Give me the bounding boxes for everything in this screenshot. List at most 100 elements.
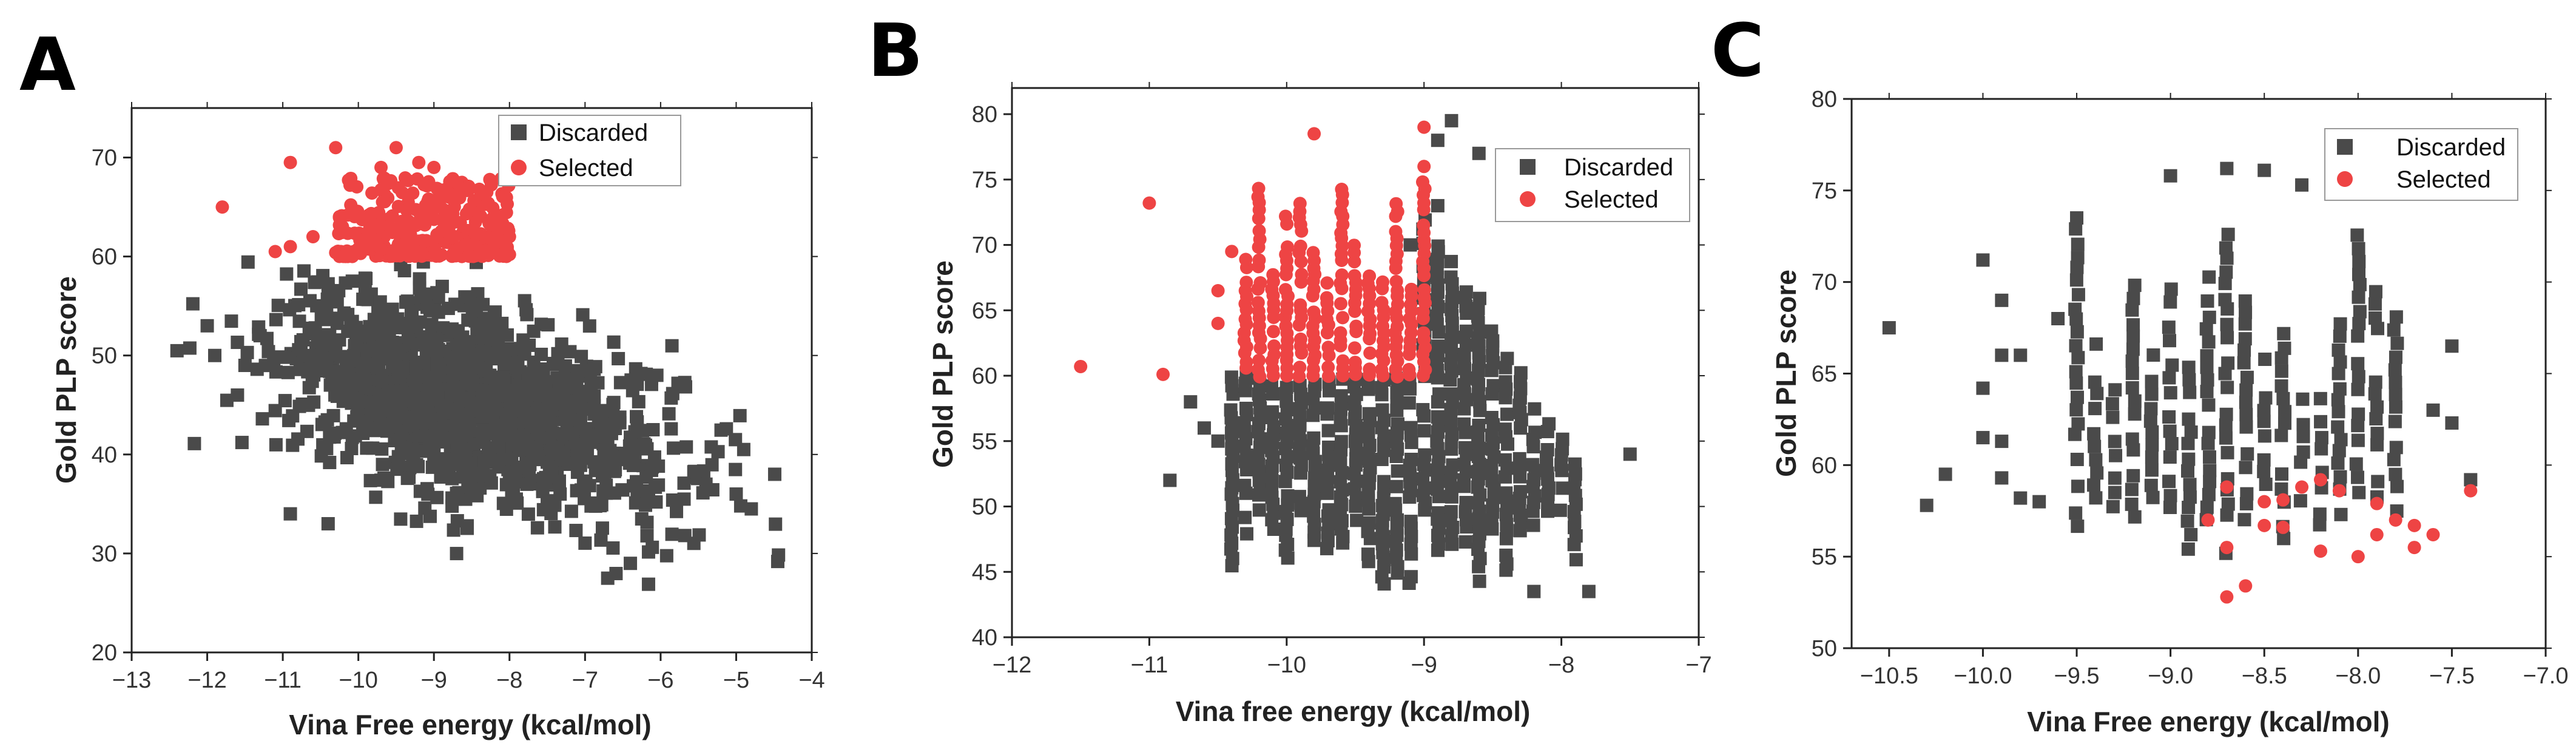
discarded-point — [2388, 363, 2402, 377]
discarded-point — [288, 299, 302, 313]
discarded-point — [187, 436, 201, 450]
discarded-point — [386, 384, 400, 398]
panel-c-legend-discarded-marker — [2337, 139, 2353, 155]
discarded-point — [305, 374, 319, 388]
discarded-point — [1498, 422, 1512, 436]
discarded-point — [302, 321, 316, 335]
discarded-point — [677, 476, 691, 490]
discarded-point — [2237, 343, 2251, 357]
discarded-point — [2333, 382, 2347, 396]
selected-point — [364, 206, 378, 220]
selected-point — [1335, 182, 1349, 196]
selected-point — [486, 211, 500, 225]
discarded-point — [405, 319, 419, 333]
discarded-point — [2333, 355, 2347, 369]
discarded-point — [2183, 490, 2197, 504]
discarded-point — [402, 336, 416, 350]
selected-point — [419, 234, 433, 248]
selected-point — [461, 223, 475, 237]
selected-point — [2239, 579, 2253, 593]
discarded-point — [2296, 418, 2310, 432]
discarded-point — [2014, 491, 2028, 505]
discarded-point — [652, 459, 666, 473]
discarded-point — [391, 364, 405, 378]
discarded-point — [2165, 358, 2179, 372]
discarded-point — [220, 393, 234, 407]
discarded-point — [235, 436, 249, 450]
discarded-point — [1514, 366, 1528, 380]
panel-c: C −10.5 −10.0 −9.5 −9.0 −8.5 −8.0 −7.5 −7.0 50 55… — [1711, 9, 2569, 737]
discarded-point — [2277, 532, 2291, 546]
discarded-point — [2182, 373, 2196, 387]
selected-point — [1295, 268, 1309, 282]
selected-point — [480, 185, 494, 199]
selected-point — [1363, 346, 1377, 360]
discarded-point — [1920, 498, 1934, 512]
discarded-point — [413, 484, 427, 498]
discarded-point — [1623, 447, 1637, 461]
discarded-point — [1459, 285, 1473, 299]
discarded-point — [2274, 482, 2288, 496]
selected-point — [1239, 252, 1253, 266]
selected-point — [380, 177, 394, 191]
discarded-point — [2145, 425, 2159, 439]
x-tick-label: −11 — [264, 668, 302, 693]
discarded-point — [573, 413, 587, 427]
selected-point — [2370, 496, 2384, 510]
discarded-point — [314, 449, 328, 463]
discarded-point — [2090, 387, 2104, 401]
discarded-point — [360, 344, 374, 357]
selected-point — [1251, 296, 1265, 310]
x-tick-label: −6 — [647, 668, 673, 693]
discarded-point — [2108, 471, 2122, 485]
discarded-point — [2332, 405, 2345, 419]
discarded-point — [1568, 457, 1582, 471]
selected-point — [374, 160, 388, 174]
discarded-point — [2163, 334, 2177, 348]
discarded-point — [2069, 403, 2083, 417]
discarded-point — [2200, 349, 2214, 363]
selected-point — [1252, 253, 1266, 267]
discarded-point — [2202, 425, 2216, 439]
discarded-point — [729, 487, 743, 501]
selected-point — [1336, 354, 1350, 368]
discarded-point — [2125, 432, 2139, 446]
discarded-point — [2257, 404, 2271, 418]
discarded-point — [1512, 452, 1526, 466]
discarded-point — [493, 320, 507, 334]
selected-point — [1347, 269, 1361, 283]
discarded-point — [397, 263, 411, 277]
discarded-point — [2296, 392, 2310, 406]
discarded-point — [2183, 478, 2197, 492]
discarded-point — [345, 274, 359, 288]
discarded-point — [2220, 331, 2234, 345]
selected-point — [434, 248, 448, 262]
discarded-point — [430, 490, 444, 504]
discarded-point — [327, 430, 341, 444]
discarded-point — [2145, 387, 2159, 401]
discarded-point — [1334, 389, 1348, 403]
selected-point — [1389, 197, 1403, 211]
selected-point — [1293, 298, 1307, 312]
discarded-point — [2146, 348, 2160, 362]
discarded-point — [296, 349, 310, 363]
discarded-point — [2351, 329, 2365, 343]
panel-c-legend: Discarded Selected — [2324, 128, 2518, 201]
selected-point — [1376, 275, 1390, 289]
discarded-point — [1334, 435, 1348, 449]
discarded-point — [714, 423, 728, 437]
y-tick-label: 70 — [1812, 270, 1837, 296]
selected-point — [1375, 296, 1389, 310]
selected-point — [1363, 362, 1377, 376]
x-tick-label: −10.0 — [1954, 663, 2012, 689]
selected-point — [1347, 341, 1361, 355]
discarded-point — [1485, 428, 1499, 442]
discarded-point — [2240, 487, 2254, 501]
discarded-point — [399, 295, 413, 309]
discarded-point — [2220, 251, 2234, 265]
discarded-point — [555, 337, 568, 351]
selected-point — [1389, 274, 1403, 288]
discarded-point — [2350, 228, 2364, 242]
discarded-point — [2184, 425, 2198, 439]
discarded-point — [1553, 503, 1567, 517]
